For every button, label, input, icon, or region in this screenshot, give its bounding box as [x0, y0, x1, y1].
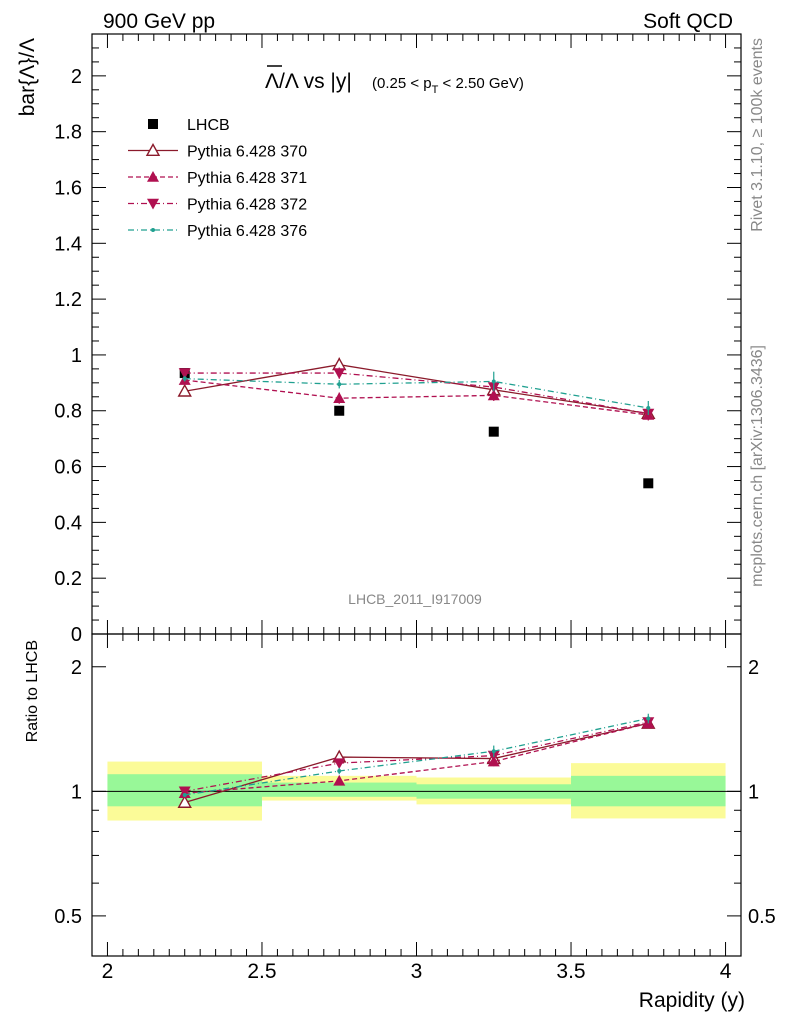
legend-marker-2 [147, 171, 159, 182]
header-left: 900 GeV pp [103, 10, 215, 33]
y-tick-label-ratio-right-0: 0.5 [748, 906, 776, 928]
header-right: Soft QCD [643, 10, 733, 33]
y-tick-label-main-4: 0.8 [54, 401, 82, 423]
x-tick-label-4: 4 [720, 960, 732, 983]
ratio-series-line-2 [184, 721, 649, 792]
legend-label-0: LHCB [187, 117, 230, 134]
x-tick-label-2: 3 [411, 960, 423, 983]
y-tick-label-ratio-right-1: 1 [748, 781, 759, 803]
main-point-1-0 [177, 383, 192, 397]
y-tick-label-main-5: 1 [71, 345, 82, 367]
main-point-4-1 [337, 382, 342, 387]
legend-label-3: Pythia 6.428 372 [187, 197, 307, 214]
y-tick-label-main-2: 0.4 [54, 512, 82, 534]
ratio-series-line-0 [184, 722, 649, 804]
ratio-point-1-1 [333, 774, 346, 786]
ratio-uncertainty-bands [92, 761, 741, 821]
y-tick-label-main-0: 0 [71, 624, 82, 646]
main-series-line-4 [184, 378, 649, 409]
y-tick-label-main-3: 0.6 [54, 457, 82, 479]
ratio-point-2-1 [333, 758, 346, 770]
main-point-0-3 [643, 478, 654, 489]
main-point-3-0 [178, 368, 191, 380]
legend-label-1: Pythia 6.428 370 [187, 144, 307, 161]
tick-labels: 2 2.5 3 3.5 4 0 0.2 0.4 0.6 0.8 1 1.2 1.4 1.6 1.8 2 0.5 0… [54, 66, 776, 983]
ratio-series [177, 713, 656, 808]
main-title: Λ/Λ vs |y| (0.25 < pT < 2.50 GeV) [265, 65, 524, 96]
y-tick-label-main-7: 1.4 [54, 233, 82, 255]
mcplots-label: mcplots.cern.ch [arXiv:1306.3436] [749, 345, 766, 587]
analysis-id: LHCB_2011_I917009 [348, 591, 482, 607]
y-tick-label-main-10: 2 [71, 66, 82, 88]
y-tick-label-ratio-left-0: 0.5 [54, 906, 82, 928]
legend-marker-4 [151, 228, 155, 232]
ratio-series-line-1 [184, 722, 649, 794]
legend-label-4: Pythia 6.428 376 [187, 223, 307, 240]
band-inner-1 [261, 782, 417, 797]
title-cut-text: (0.25 < pT < 2.50 GeV) [372, 75, 524, 96]
legend-marker-1 [145, 143, 161, 157]
y-tick-label-ratio-right-2: 2 [748, 657, 759, 679]
y-tick-label-main-6: 1.2 [54, 289, 82, 311]
x-tick-label-1: 2.5 [247, 960, 276, 983]
y-tick-label-main-1: 0.2 [54, 568, 82, 590]
ratio-frame [91, 633, 742, 957]
main-ylabel: bar{Λ}/Λ [16, 38, 39, 116]
ratio-point-3-0 [182, 792, 187, 797]
main-series-line-2 [184, 379, 649, 416]
main-point-4-2 [491, 379, 496, 384]
xlabel: Rapidity (y) [639, 989, 745, 1012]
ratio-point-3-1 [337, 768, 342, 773]
main-point-2-2 [487, 389, 500, 401]
title-main: Λ/Λ vs |y| [265, 70, 352, 93]
main-point-0-2 [488, 426, 499, 437]
rivet-version-label: Rivet 3.1.10, ≥ 100k events [749, 38, 766, 232]
main-point-4-3 [646, 405, 651, 410]
legend-marker-3 [147, 198, 159, 210]
ratio-point-3-2 [491, 749, 496, 754]
legend-marker-0 [148, 119, 158, 129]
main-point-2-1 [333, 392, 346, 403]
legend: LHCB Pythia 6.428 370 Pythia 6.428 371 Pyth… [128, 117, 307, 240]
y-tick-label-ratio-left-2: 2 [71, 657, 82, 679]
main-point-3-1 [333, 368, 346, 380]
ratio-ylabel: Ratio to LHCB [24, 640, 41, 742]
legend-label-2: Pythia 6.428 371 [187, 170, 307, 187]
x-tick-label-0: 2 [102, 960, 114, 983]
ratio-point-0-0 [177, 795, 192, 808]
ratio-point-2-0 [178, 786, 191, 798]
main-series-line-1 [184, 364, 649, 415]
main-point-0-1 [334, 405, 345, 416]
main-series [177, 357, 656, 489]
ratio-series-line-3 [184, 717, 649, 796]
y-tick-label-main-8: 1.6 [54, 177, 82, 199]
y-tick-label-ratio-left-1: 1 [71, 781, 82, 803]
plot-frames [91, 33, 742, 957]
x-tick-label-3: 3.5 [556, 960, 585, 983]
main-point-4-0 [182, 376, 187, 381]
ratio-point-3-3 [646, 716, 651, 721]
y-tick-label-main-9: 1.8 [54, 122, 82, 144]
axis-ticks [91, 33, 742, 957]
